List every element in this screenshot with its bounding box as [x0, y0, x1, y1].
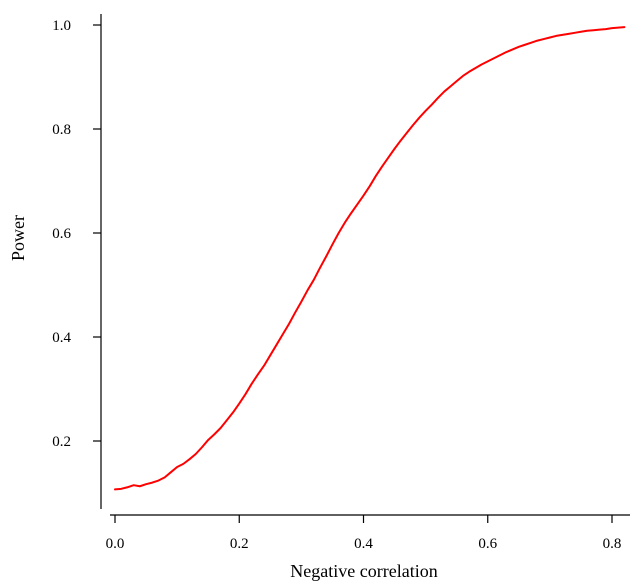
y-tick-label: 1.0 [52, 18, 71, 34]
y-tick-label: 0.6 [52, 226, 71, 242]
x-axis-ticks: 0.0 0.2 0.4 0.6 0.8 [106, 515, 622, 552]
series-group [114, 26, 626, 491]
axes: 0.2 0.4 0.6 0.8 1.0 0.0 0.2 0.4 0.6 0.8 [52, 14, 630, 552]
x-tick-label: 0.6 [478, 536, 497, 552]
y-tick-label: 0.4 [52, 330, 71, 346]
y-tick-label: 0.8 [52, 122, 71, 138]
x-tick-label: 0.4 [354, 536, 373, 552]
y-tick-label: 0.2 [52, 434, 71, 450]
x-axis-label: Negative correlation [290, 561, 437, 581]
x-tick-label: 0.2 [230, 536, 249, 552]
y-axis-label: Power [8, 215, 28, 261]
series-line-power [114, 26, 626, 491]
x-tick-label: 0.8 [603, 536, 622, 552]
y-axis-ticks: 0.2 0.4 0.6 0.8 1.0 [52, 18, 101, 450]
x-tick-label: 0.0 [106, 536, 125, 552]
